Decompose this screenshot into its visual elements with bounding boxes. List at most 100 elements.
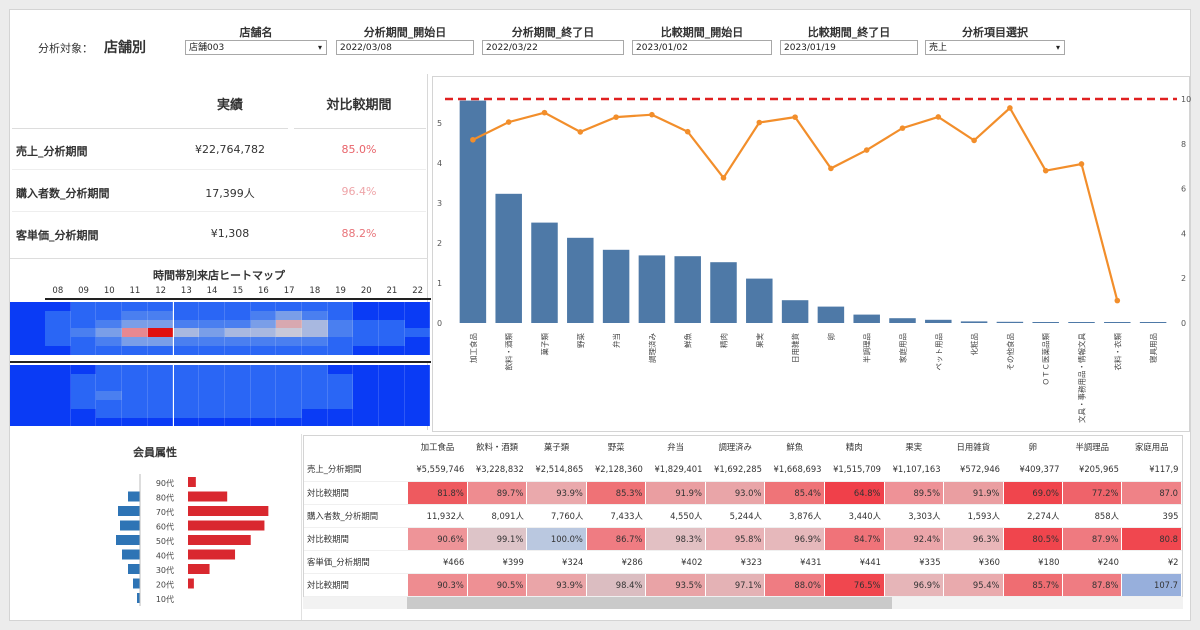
table-cell[interactable]: 395 bbox=[1121, 504, 1182, 528]
bar[interactable] bbox=[495, 193, 522, 323]
bar[interactable] bbox=[817, 306, 845, 323]
table-cell[interactable]: ¥117,9 bbox=[1121, 458, 1182, 482]
table-cell[interactable]: 7,433人 bbox=[586, 504, 646, 528]
table-cell[interactable]: 90.5% bbox=[467, 573, 528, 597]
bar[interactable] bbox=[1032, 322, 1059, 323]
table-cell[interactable]: 4,550人 bbox=[645, 504, 706, 528]
pyramid-bar-right[interactable] bbox=[188, 520, 265, 531]
table-cell[interactable]: ¥2 bbox=[1121, 550, 1182, 574]
table-cell[interactable]: ¥360 bbox=[943, 550, 1004, 574]
bar[interactable] bbox=[1139, 322, 1167, 323]
table-cell[interactable]: ¥335 bbox=[884, 550, 944, 574]
table-scrollbar[interactable] bbox=[303, 597, 1183, 609]
table-cell[interactable]: 858人 bbox=[1062, 504, 1122, 528]
table-column-header[interactable]: 加工食品 bbox=[420, 442, 455, 452]
ratio-point[interactable] bbox=[899, 125, 906, 131]
pyramid-bar-right[interactable] bbox=[188, 477, 196, 487]
pyramid-bar-right[interactable] bbox=[188, 578, 194, 589]
table-cell[interactable]: ¥399 bbox=[467, 550, 527, 574]
table-column-header[interactable]: 果実 bbox=[905, 442, 923, 452]
table-column-header[interactable]: 日用雑貨 bbox=[956, 442, 991, 452]
table-cell[interactable]: ¥5,559,746 bbox=[407, 458, 468, 482]
table-column-header[interactable]: 菓子類 bbox=[544, 442, 570, 452]
table-cell[interactable]: 95.8% bbox=[705, 527, 766, 551]
table-cell[interactable]: ¥402 bbox=[645, 550, 706, 574]
table-cell[interactable]: ¥2,514,865 bbox=[526, 458, 587, 482]
table-cell[interactable]: ¥1,515,709 bbox=[824, 458, 885, 482]
pyramid-bar-right[interactable] bbox=[188, 491, 228, 502]
table-cell[interactable]: 96.9% bbox=[764, 527, 825, 551]
table-cell[interactable]: 97.1% bbox=[705, 573, 766, 597]
table-cell[interactable]: 90.6% bbox=[407, 527, 468, 551]
table-column-header[interactable]: 弁当 bbox=[667, 442, 685, 452]
pyramid-bar-left[interactable] bbox=[128, 491, 140, 502]
table-cell[interactable]: 107.7 bbox=[1121, 573, 1182, 597]
table-cell[interactable]: 93.9% bbox=[526, 573, 587, 597]
ratio-point[interactable] bbox=[971, 137, 977, 144]
table-cell[interactable]: 95.4% bbox=[943, 573, 1004, 597]
table-cell[interactable]: 93.9% bbox=[526, 481, 587, 505]
table-cell[interactable]: 3,876人 bbox=[764, 504, 825, 528]
table-column-header[interactable]: 調理済み bbox=[718, 442, 752, 452]
table-cell[interactable]: 85.7% bbox=[1003, 573, 1063, 597]
table-cell[interactable]: 87.8% bbox=[1062, 573, 1123, 597]
table-cell[interactable]: ¥431 bbox=[764, 550, 825, 574]
pyramid-bar-left[interactable] bbox=[128, 564, 140, 574]
ratio-point[interactable] bbox=[470, 136, 476, 143]
table-cell[interactable]: 91.9% bbox=[645, 481, 706, 505]
item-select[interactable]: 売上 bbox=[925, 40, 1065, 55]
table-cell[interactable]: ¥1,668,693 bbox=[764, 458, 825, 482]
ratio-point[interactable] bbox=[935, 114, 942, 120]
ratio-point[interactable] bbox=[541, 109, 548, 116]
ratio-point[interactable] bbox=[1078, 161, 1085, 167]
pyramid-bar-right[interactable] bbox=[188, 535, 251, 545]
table-cell[interactable]: ¥240 bbox=[1062, 550, 1122, 574]
bar[interactable] bbox=[674, 256, 701, 323]
table-cell[interactable]: 77.2% bbox=[1062, 481, 1123, 505]
table-column-header[interactable]: 卵 bbox=[1028, 442, 1037, 452]
table-cell[interactable]: 7,760人 bbox=[526, 504, 587, 528]
ratio-point[interactable] bbox=[1007, 105, 1013, 111]
table-cell[interactable]: 80.8 bbox=[1121, 527, 1182, 551]
period-end-input[interactable]: 2022/03/22 bbox=[482, 40, 624, 55]
bar[interactable] bbox=[459, 100, 487, 323]
bar[interactable] bbox=[710, 262, 737, 323]
table-cell[interactable]: ¥572,946 bbox=[943, 458, 1004, 482]
bar[interactable] bbox=[960, 321, 988, 323]
store-select[interactable]: 店舗003 bbox=[185, 40, 327, 55]
pyramid-bar-left[interactable] bbox=[122, 549, 140, 560]
bar[interactable] bbox=[567, 237, 594, 323]
table-cell[interactable]: 96.3% bbox=[943, 527, 1004, 551]
table-cell[interactable]: ¥180 bbox=[1003, 550, 1063, 574]
table-cell[interactable]: 89.5% bbox=[884, 481, 945, 505]
table-cell[interactable]: 3,303人 bbox=[884, 504, 944, 528]
table-cell[interactable]: ¥1,829,401 bbox=[645, 458, 706, 482]
ratio-point[interactable] bbox=[649, 111, 655, 118]
table-cell[interactable]: 84.7% bbox=[824, 527, 885, 551]
bar[interactable] bbox=[638, 255, 666, 323]
table-cell[interactable]: 90.3% bbox=[407, 573, 468, 597]
table-cell[interactable]: ¥324 bbox=[526, 550, 587, 574]
pyramid-bar-right[interactable] bbox=[188, 549, 236, 560]
table-cell[interactable]: ¥466 bbox=[407, 550, 468, 574]
ratio-point[interactable] bbox=[505, 119, 512, 125]
ratio-point[interactable] bbox=[720, 175, 727, 181]
table-cell[interactable]: 80.5% bbox=[1003, 527, 1063, 551]
table-cell[interactable]: 8,091人 bbox=[467, 504, 527, 528]
table-cell[interactable]: ¥286 bbox=[586, 550, 646, 574]
pyramid-bar-left[interactable] bbox=[137, 593, 140, 603]
table-cell[interactable]: ¥1,107,163 bbox=[884, 458, 944, 482]
table-column-header[interactable]: 飲料・酒類 bbox=[476, 442, 518, 452]
table-cell[interactable]: ¥205,965 bbox=[1062, 458, 1122, 482]
table-cell[interactable]: 69.0% bbox=[1003, 481, 1063, 505]
bar[interactable] bbox=[746, 278, 773, 323]
bar[interactable] bbox=[996, 321, 1024, 323]
table-cell[interactable]: 76.5% bbox=[824, 573, 885, 597]
bar[interactable] bbox=[602, 249, 630, 323]
table-cell[interactable]: ¥409,377 bbox=[1003, 458, 1063, 482]
ratio-point[interactable] bbox=[1042, 167, 1049, 174]
pyramid-bar-left[interactable] bbox=[116, 535, 140, 545]
ratio-point[interactable] bbox=[828, 165, 834, 172]
table-cell[interactable]: ¥2,128,360 bbox=[586, 458, 646, 482]
table-cell[interactable]: 85.4% bbox=[764, 481, 825, 505]
